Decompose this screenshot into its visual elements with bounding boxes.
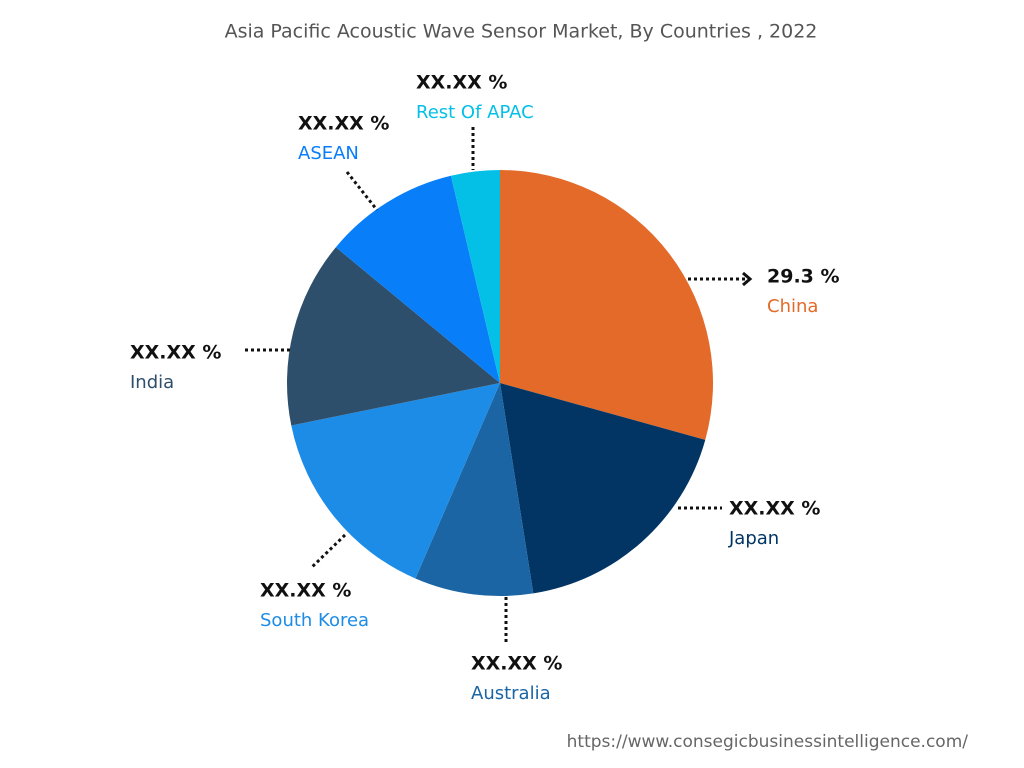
value-label: XX.XX % [416, 72, 507, 94]
value-label: XX.XX % [471, 653, 562, 675]
pie-slice [500, 170, 714, 440]
pie-slice [291, 383, 500, 579]
value-label: XX.XX % [298, 113, 389, 135]
pie-slice [286, 247, 500, 426]
pie-slice [415, 383, 534, 596]
legend-label: Australia [471, 683, 551, 704]
value-label: 29.3 % [767, 266, 840, 288]
pie-slice [450, 170, 500, 383]
legend-label: South Korea [260, 610, 369, 631]
value-label: XX.XX % [729, 498, 820, 520]
leader-line [310, 533, 347, 569]
legend-label: Rest Of APAC [416, 102, 534, 123]
value-label: XX.XX % [260, 580, 351, 602]
legend-label: China [767, 296, 818, 317]
legend-label: Japan [728, 528, 779, 549]
legend-label: ASEAN [298, 143, 359, 164]
value-label: XX.XX % [130, 342, 221, 364]
source-url: https://www.consegicbusinessintelligence… [567, 732, 969, 752]
leader-line [345, 171, 379, 211]
chart-title: Asia Pacific Acoustic Wave Sensor Market… [225, 21, 818, 43]
pie-slice [500, 383, 706, 594]
leader-arrow [742, 271, 753, 287]
pie-slice [335, 175, 500, 383]
legend-label: India [130, 372, 174, 393]
